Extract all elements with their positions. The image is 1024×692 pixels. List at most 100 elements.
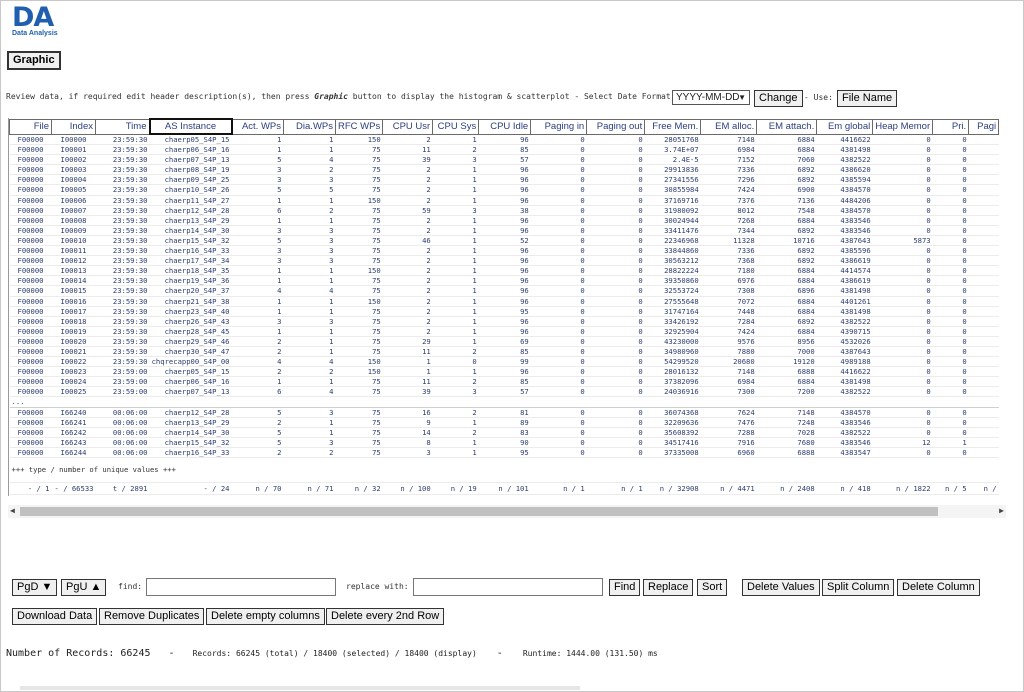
- table-cell[interactable]: 6892: [756, 245, 817, 257]
- table-cell[interactable]: 81: [478, 407, 531, 418]
- table-cell[interactable]: 23:59:30: [95, 346, 150, 358]
- table-cell[interactable]: chaerp13_S4P_29: [149, 215, 232, 226]
- table-cell[interactable]: 23:59:30: [95, 356, 150, 368]
- table-cell[interactable]: 7060: [756, 154, 817, 166]
- table-cell[interactable]: 7680: [756, 437, 817, 448]
- table-cell[interactable]: 0: [872, 144, 933, 156]
- table-cell[interactable]: 5: [231, 437, 284, 448]
- table-cell[interactable]: 1: [432, 326, 479, 337]
- table-cell[interactable]: 2: [382, 316, 433, 327]
- table-cell[interactable]: 23:59:30: [95, 326, 150, 337]
- table-cell[interactable]: F00000: [9, 195, 52, 206]
- table-cell[interactable]: 0: [932, 184, 969, 196]
- graphic-button[interactable]: Graphic: [7, 51, 61, 70]
- table-cell[interactable]: 0: [530, 184, 587, 196]
- table-cell[interactable]: 38: [478, 205, 531, 216]
- table-cell[interactable]: 0: [530, 164, 587, 176]
- table-cell[interactable]: 2: [382, 275, 433, 287]
- table-cell[interactable]: 0: [932, 366, 969, 378]
- table-cell[interactable]: 0: [586, 427, 645, 438]
- table-cell[interactable]: 1: [283, 296, 336, 307]
- table-cell[interactable]: 0: [932, 174, 969, 186]
- replace-button[interactable]: Replace: [643, 579, 694, 596]
- table-cell[interactable]: F00000: [9, 316, 52, 327]
- table-cell[interactable]: 4414574: [816, 265, 873, 277]
- table-cell[interactable]: 75: [335, 376, 383, 388]
- table-cell[interactable]: 2: [432, 346, 479, 358]
- table-cell[interactable]: 2: [382, 225, 433, 236]
- table-cell[interactable]: 2: [231, 336, 284, 347]
- table-cell[interactable]: I00018: [51, 316, 96, 327]
- table-cell[interactable]: [968, 346, 999, 358]
- table-cell[interactable]: 4381498: [816, 285, 873, 297]
- table-cell[interactable]: I66241: [51, 417, 96, 428]
- table-cell[interactable]: chaerp29_S4P_46: [149, 336, 232, 347]
- table-cell[interactable]: 7916: [700, 437, 757, 448]
- table-cell[interactable]: 1: [231, 326, 284, 337]
- table-cell[interactable]: 6884: [756, 376, 817, 388]
- table-cell[interactable]: 6896: [756, 285, 817, 297]
- table-cell[interactable]: 96: [478, 366, 531, 378]
- table-cell[interactable]: chaerp08_S4P_19: [149, 164, 232, 176]
- table-cell[interactable]: 23:59:30: [95, 275, 150, 287]
- table-cell[interactable]: I00014: [51, 275, 96, 287]
- table-cell[interactable]: 5: [231, 407, 284, 418]
- table-cell[interactable]: F00000: [9, 205, 52, 216]
- table-cell[interactable]: 00:06:00: [95, 417, 150, 428]
- table-cell[interactable]: 0: [932, 407, 969, 418]
- table-cell[interactable]: 0: [530, 285, 587, 297]
- table-cell[interactable]: 23:59:30: [95, 154, 150, 166]
- table-cell[interactable]: 1: [432, 134, 479, 146]
- table-cell[interactable]: 0: [872, 296, 933, 307]
- table-cell[interactable]: 23:59:30: [95, 265, 150, 277]
- table-cell[interactable]: 0: [932, 255, 969, 267]
- table-cell[interactable]: 1: [432, 285, 479, 297]
- table-cell[interactable]: [968, 366, 999, 378]
- column-header[interactable]: CPU Sys: [432, 118, 480, 135]
- table-cell[interactable]: F00000: [9, 184, 52, 196]
- table-cell[interactable]: 83: [478, 427, 531, 438]
- table-cell[interactable]: chaerp16_S4P_33: [149, 447, 232, 459]
- table-cell[interactable]: 96: [478, 265, 531, 277]
- table-cell[interactable]: 2: [382, 255, 433, 267]
- table-cell[interactable]: 75: [335, 285, 383, 297]
- table-cell[interactable]: 9: [382, 417, 433, 428]
- table-cell[interactable]: 27555648: [644, 296, 701, 307]
- table-cell[interactable]: 37382096: [644, 376, 701, 388]
- table-cell[interactable]: chaerp12_S4P_28: [149, 407, 232, 418]
- table-cell[interactable]: 0: [932, 296, 969, 307]
- table-cell[interactable]: 2: [382, 134, 433, 146]
- table-cell[interactable]: 0: [586, 306, 645, 317]
- table-cell[interactable]: 0: [872, 407, 933, 418]
- table-cell[interactable]: 75: [335, 407, 383, 418]
- table-cell[interactable]: 0: [872, 427, 933, 438]
- table-cell[interactable]: chaerp06_S4P_16: [149, 376, 232, 388]
- table-cell[interactable]: 7136: [756, 195, 817, 206]
- table-cell[interactable]: 28016132: [644, 366, 701, 378]
- table-cell[interactable]: 31747164: [644, 306, 701, 317]
- column-header[interactable]: EM alloc.: [700, 118, 758, 135]
- table-cell[interactable]: 23:59:30: [95, 336, 150, 347]
- table-cell[interactable]: 32925904: [644, 326, 701, 337]
- table-cell[interactable]: 75: [335, 215, 383, 226]
- table-cell[interactable]: 85: [478, 376, 531, 388]
- table-cell[interactable]: 46: [382, 235, 433, 247]
- table-cell[interactable]: I00000: [51, 134, 96, 146]
- table-cell[interactable]: 23:59:00: [95, 376, 150, 388]
- table-cell[interactable]: 0: [872, 316, 933, 327]
- table-cell[interactable]: 4382522: [816, 316, 873, 327]
- table-cell[interactable]: 7448: [700, 306, 757, 317]
- table-cell[interactable]: 0: [932, 326, 969, 337]
- table-cell[interactable]: 2: [231, 366, 284, 378]
- table-cell[interactable]: 3: [432, 386, 479, 398]
- table-cell[interactable]: 0: [872, 255, 933, 267]
- table-cell[interactable]: 4: [283, 285, 336, 297]
- table-cell[interactable]: 6892: [756, 316, 817, 327]
- table-cell[interactable]: 1: [231, 265, 284, 277]
- table-cell[interactable]: [968, 285, 999, 297]
- table-cell[interactable]: 28051768: [644, 134, 701, 146]
- table-cell[interactable]: 75: [335, 205, 383, 216]
- table-cell[interactable]: 0: [530, 306, 587, 317]
- table-cell[interactable]: 0: [872, 265, 933, 277]
- table-cell[interactable]: 1: [283, 417, 336, 428]
